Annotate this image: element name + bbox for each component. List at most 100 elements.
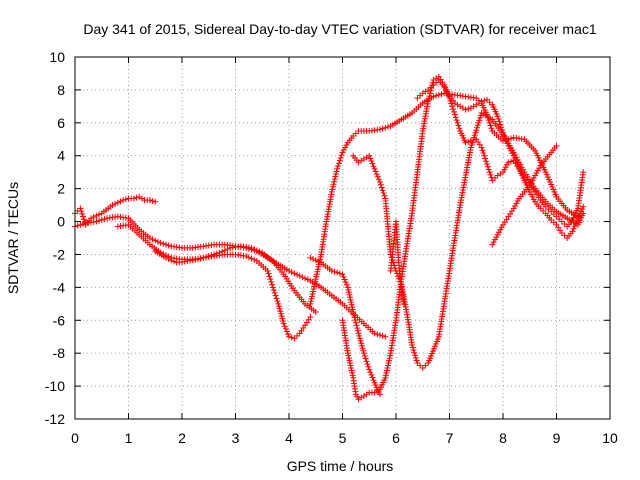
chart-title: Day 341 of 2015, Sidereal Day-to-day VTE… — [83, 21, 596, 37]
grid-lines — [75, 57, 610, 419]
y-tick-label: -4 — [53, 279, 66, 295]
data-point — [336, 157, 343, 164]
data-point — [288, 334, 295, 341]
data-point — [268, 278, 275, 285]
data-point — [350, 311, 357, 318]
data-point — [270, 287, 277, 294]
data-point — [112, 200, 119, 207]
y-tick-label: 8 — [57, 82, 65, 98]
data-point — [427, 90, 434, 97]
x-tick-label: 10 — [602, 430, 618, 446]
data-point — [456, 125, 463, 132]
data-point — [478, 98, 485, 105]
data-point — [485, 166, 492, 173]
data-point — [170, 258, 177, 265]
data-point — [401, 300, 408, 307]
data-point — [363, 358, 370, 365]
y-tick-label: 2 — [57, 181, 65, 197]
data-point — [495, 115, 502, 122]
data-point — [264, 267, 271, 274]
data-point — [283, 328, 290, 335]
data-point — [374, 173, 381, 180]
data-point — [299, 274, 306, 281]
data-point — [96, 211, 103, 218]
data-point — [478, 144, 485, 151]
data-point — [281, 323, 288, 330]
data-point — [98, 216, 105, 223]
data-point — [336, 270, 343, 277]
data-point — [368, 371, 375, 378]
data-point — [502, 134, 509, 141]
data-point — [269, 284, 276, 291]
data-point — [269, 281, 276, 288]
data-point — [271, 289, 278, 296]
data-point — [291, 270, 298, 277]
data-point — [122, 196, 129, 203]
data-point — [245, 254, 252, 261]
data-point — [307, 313, 314, 320]
data-point — [570, 225, 577, 232]
data-point — [410, 347, 417, 354]
data-point — [454, 119, 461, 126]
data-point — [369, 374, 376, 381]
data-point — [342, 279, 349, 286]
data-point — [379, 187, 386, 194]
data-point — [366, 152, 373, 159]
data-points — [72, 73, 587, 403]
data-point — [93, 218, 100, 225]
data-point — [74, 222, 81, 229]
data-point — [376, 179, 383, 186]
data-point — [339, 271, 346, 278]
data-point — [168, 257, 175, 264]
data-point — [481, 97, 488, 104]
data-point — [146, 197, 153, 204]
axis-ticks: 0 1 2 3 4 5 6 7 8 9 10 -12 -10 -8 -6 -4 -2 0 2 4 6 8 10 — [45, 49, 618, 446]
data-point — [114, 199, 121, 206]
data-point — [149, 236, 156, 243]
data-point — [413, 357, 420, 364]
data-point — [328, 267, 335, 274]
data-point — [96, 217, 103, 224]
data-point — [335, 163, 342, 170]
data-point — [307, 254, 314, 261]
data-point — [381, 192, 388, 199]
data-point — [267, 276, 274, 283]
data-point — [331, 176, 338, 183]
data-point — [372, 168, 379, 175]
data-point — [266, 273, 273, 280]
data-point — [149, 197, 156, 204]
data-point — [341, 276, 348, 283]
data-point — [205, 253, 212, 260]
data-point — [165, 255, 172, 262]
data-point — [368, 157, 375, 164]
data-point — [282, 325, 289, 332]
data-point — [211, 251, 218, 258]
data-point — [370, 377, 377, 384]
data-point — [154, 238, 161, 245]
x-tick-label: 9 — [553, 430, 561, 446]
data-point — [334, 269, 341, 276]
data-point — [449, 103, 456, 110]
data-point — [302, 275, 309, 282]
data-point — [580, 169, 587, 176]
data-point — [409, 344, 416, 351]
data-point — [483, 158, 490, 165]
data-point — [109, 202, 116, 209]
data-point — [213, 250, 220, 257]
data-point — [580, 210, 587, 217]
y-tick-label: 6 — [57, 115, 65, 131]
data-point — [79, 210, 86, 217]
data-point — [162, 241, 169, 248]
data-point — [208, 252, 215, 259]
data-point — [438, 91, 445, 98]
data-point — [481, 152, 488, 159]
data-point — [251, 256, 258, 263]
data-point — [130, 195, 137, 202]
data-point — [216, 249, 223, 256]
data-point — [77, 221, 84, 228]
data-point — [248, 244, 255, 251]
data-point — [160, 240, 167, 247]
data-point — [353, 322, 360, 329]
data-point — [331, 178, 338, 185]
